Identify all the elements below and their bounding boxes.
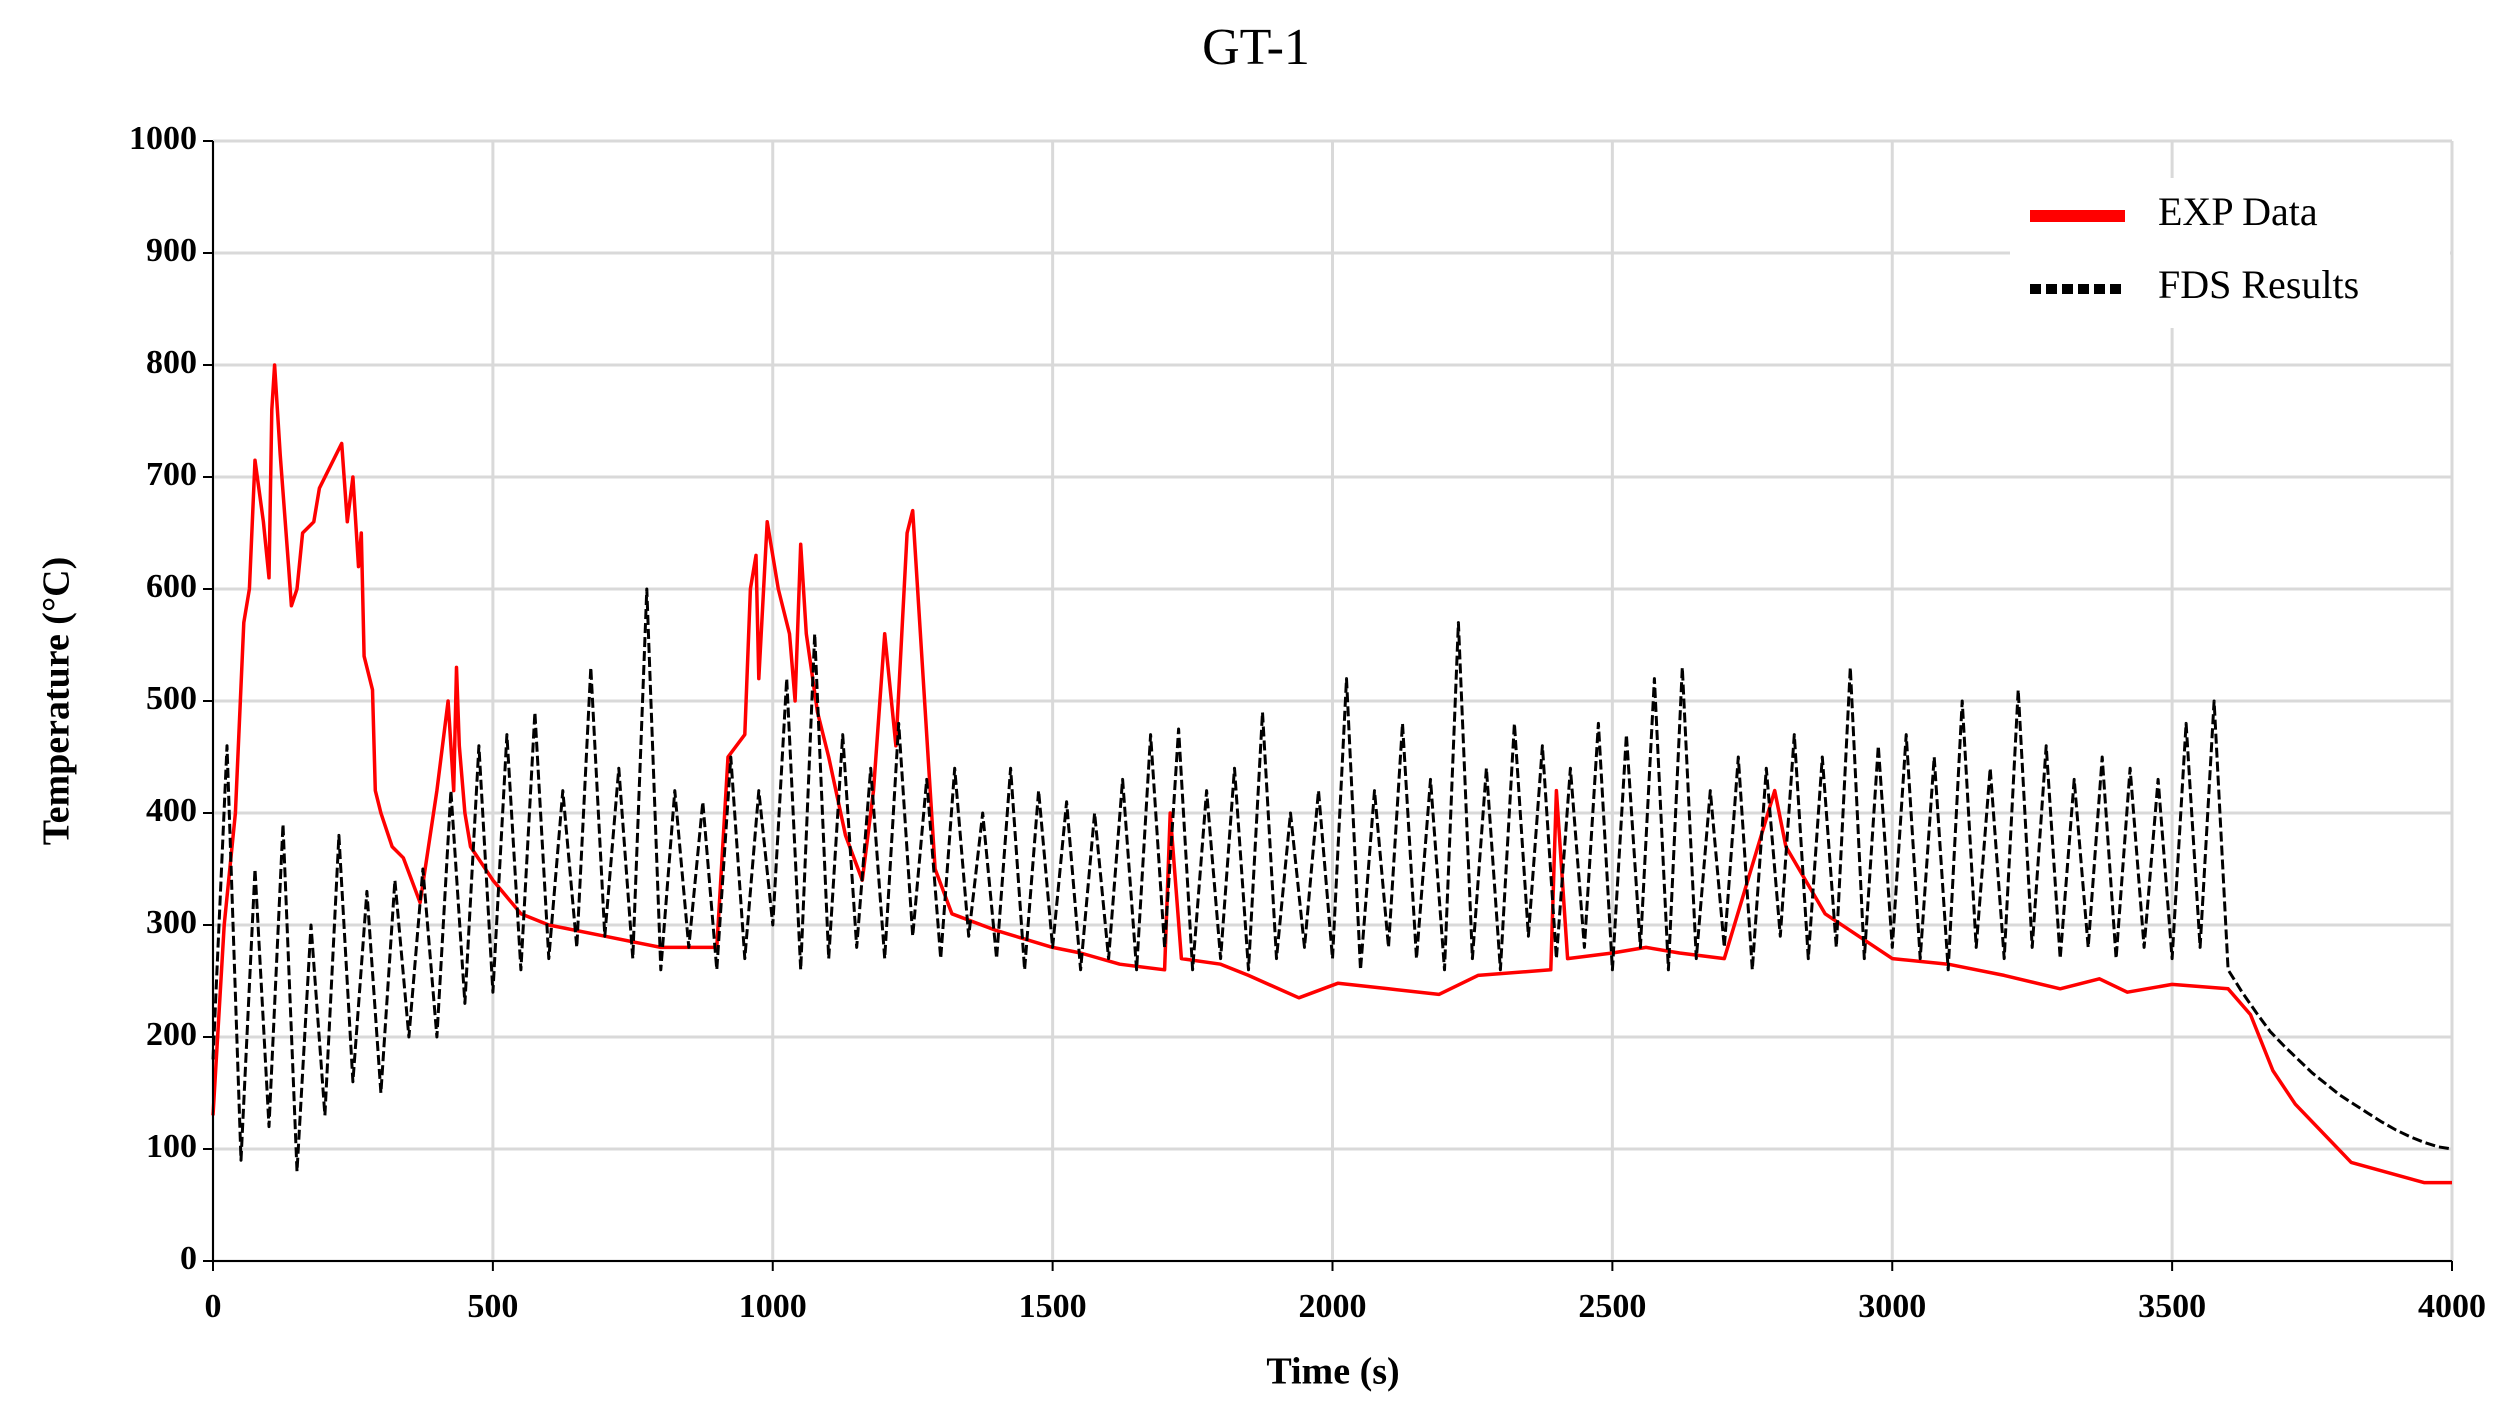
x-axis-label: Time (s)	[1266, 1351, 1399, 1393]
y-tick-label: 1000	[129, 120, 197, 157]
y-tick-label: 100	[146, 1128, 197, 1165]
x-tick-label: 2500	[1578, 1288, 1646, 1325]
x-tick-label: 3500	[2138, 1288, 2206, 1325]
x-tick-label: 3000	[1858, 1288, 1926, 1325]
y-tick-label: 800	[146, 344, 197, 381]
chart-title: GT-1	[1202, 19, 1310, 76]
y-tick-label: 900	[146, 232, 197, 269]
y-tick-label: 700	[146, 456, 197, 493]
x-tick-label: 500	[467, 1288, 518, 1325]
x-tick-label: 1000	[739, 1288, 807, 1325]
y-tick-label: 600	[146, 568, 197, 605]
x-tick-label: 0	[205, 1288, 222, 1325]
y-tick-label: 200	[146, 1016, 197, 1053]
plot-lines	[211, 363, 2453, 1185]
axes: 0 100 200 300 400 500 600 700 800 900 1000 0 500 1000…	[129, 120, 2486, 1325]
legend-box	[2010, 178, 2450, 328]
legend-label: EXP Data	[2158, 189, 2318, 234]
series-line	[211, 363, 2452, 1185]
x-tick-label: 1500	[1019, 1288, 1087, 1325]
y-tick-label: 400	[146, 792, 197, 829]
legend-label: FDS Results	[2158, 262, 2359, 307]
series-line	[211, 587, 2453, 1173]
legend: EXP Data FDS Results	[2010, 178, 2450, 328]
x-tick-label: 2000	[1299, 1288, 1367, 1325]
y-axis-label: Temperature (°C)	[36, 557, 78, 846]
x-tick-label: 4000	[2418, 1288, 2486, 1325]
y-tick-label: 300	[146, 904, 197, 941]
y-tick-label: 500	[146, 680, 197, 717]
y-tick-label: 0	[180, 1240, 197, 1277]
